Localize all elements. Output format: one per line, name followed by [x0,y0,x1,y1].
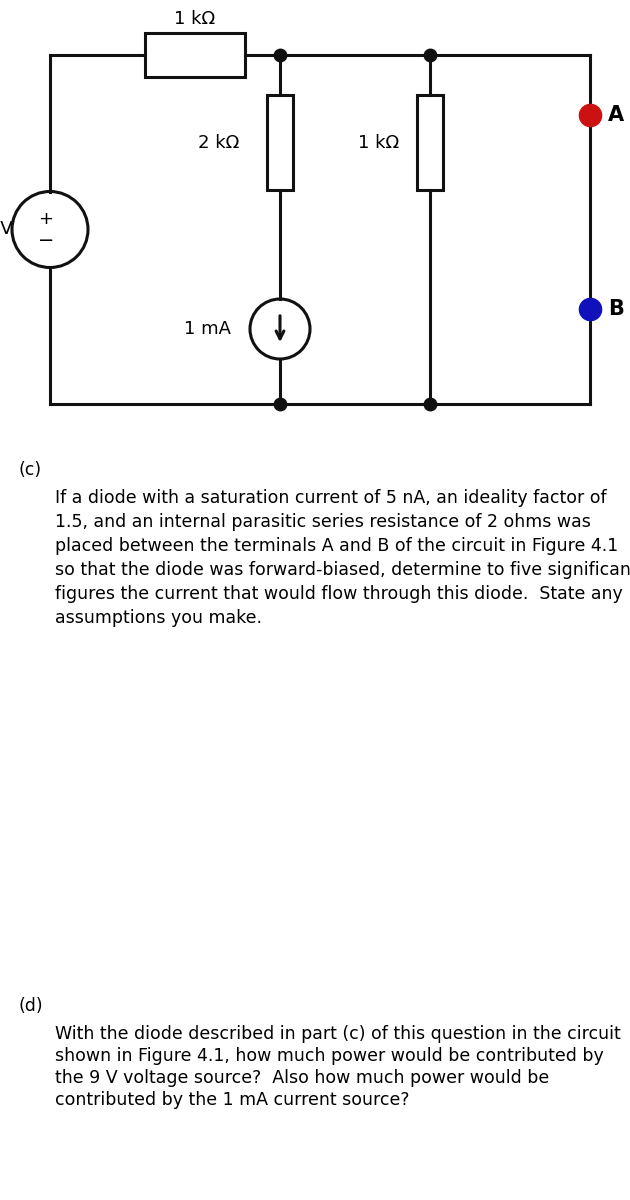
Text: assumptions you make.: assumptions you make. [55,610,262,628]
Text: With the diode described in part (c) of this question in the circuit: With the diode described in part (c) of … [55,1025,621,1043]
Text: placed between the terminals A and B of the circuit in Figure 4.1: placed between the terminals A and B of … [55,538,618,556]
Text: 2 kΩ: 2 kΩ [198,133,239,151]
Text: +: + [38,210,54,228]
Text: contributed by the 1 mA current source?: contributed by the 1 mA current source? [55,1091,410,1109]
Bar [417,95,443,190]
Text: shown in Figure 4.1, how much power would be contributed by: shown in Figure 4.1, how much power woul… [55,1046,604,1064]
Text: If a diode with a saturation current of 5 nA, an ideality factor of: If a diode with a saturation current of … [55,490,607,508]
Text: (c): (c) [18,461,41,479]
Text: figures the current that would flow through this diode.  State any: figures the current that would flow thro… [55,586,622,604]
Bar [267,95,293,190]
Text: 1 mA: 1 mA [185,320,231,338]
Text: 1 kΩ: 1 kΩ [358,133,399,151]
Text: (d): (d) [18,997,43,1015]
Text: A: A [608,104,624,125]
Text: so that the diode was forward-biased, determine to five significant: so that the diode was forward-biased, de… [55,562,630,580]
Text: 9 V: 9 V [0,221,13,239]
Text: the 9 V voltage source?  Also how much power would be: the 9 V voltage source? Also how much po… [55,1069,549,1087]
Bar [145,32,245,77]
Text: 1.5, and an internal parasitic series resistance of 2 ohms was: 1.5, and an internal parasitic series re… [55,514,591,532]
Text: −: − [38,230,54,250]
Text: B: B [608,299,624,319]
Text: 1 kΩ: 1 kΩ [175,10,215,28]
